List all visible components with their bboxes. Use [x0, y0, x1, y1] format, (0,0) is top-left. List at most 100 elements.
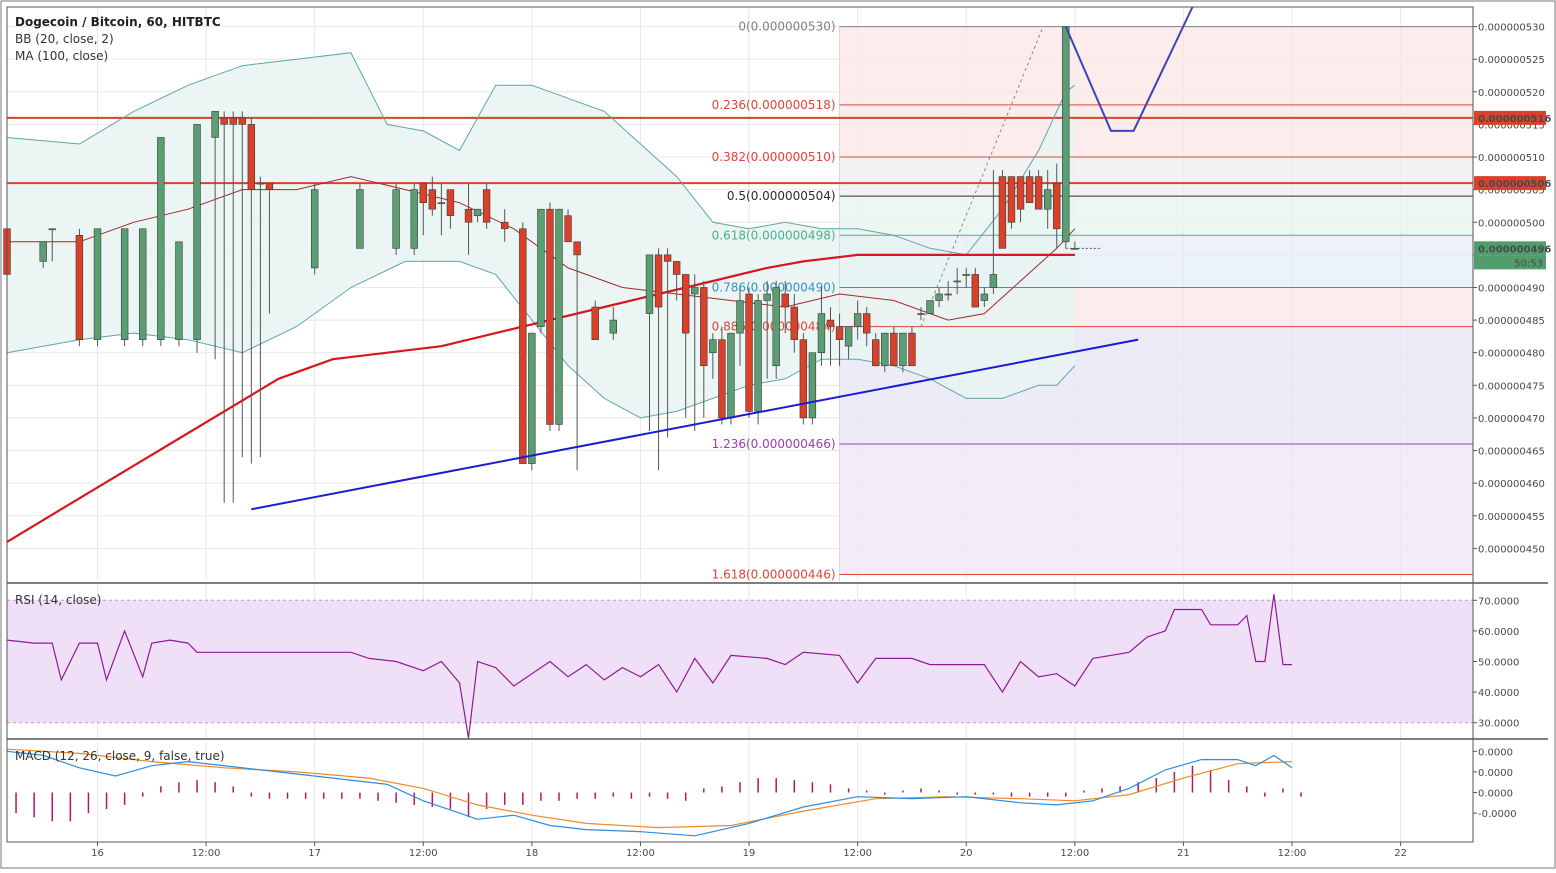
rsi-tick-label: 40.0000 — [1478, 688, 1519, 699]
candle — [835, 313, 844, 366]
candle-body — [935, 293, 943, 301]
price-tick-label: 0.000000475 — [1478, 381, 1545, 392]
price-tick-label: 0.000000480 — [1478, 349, 1545, 360]
fibonacci-level-label: 1.236(0.000000466) — [712, 437, 836, 451]
candle — [844, 326, 853, 360]
candle — [39, 241, 47, 268]
candle — [564, 209, 572, 243]
chart-title: Dogecoin / Bitcoin, 60, HITBTC — [15, 15, 221, 29]
candle — [881, 332, 889, 373]
candle-body — [120, 228, 129, 340]
candle — [573, 241, 581, 471]
candle-body — [799, 339, 808, 419]
candle — [501, 209, 509, 242]
price-highlight-label: 0.000000516 — [1478, 114, 1551, 125]
candle — [93, 228, 102, 347]
candle-body — [817, 313, 826, 354]
rsi-panel — [6, 594, 1473, 739]
macd-tick-label: 0.0000 — [1478, 789, 1513, 800]
candle — [75, 228, 84, 347]
candles — [3, 26, 1079, 503]
candle-body — [501, 221, 509, 230]
fibonacci-level-label: 0.5(0.000000504) — [727, 189, 836, 203]
candle-body — [591, 306, 599, 340]
candle-body — [555, 208, 563, 425]
candle-body — [989, 274, 998, 288]
candle-body — [1062, 26, 1070, 243]
candle-body — [446, 189, 455, 217]
time-tick-label: 17 — [308, 848, 321, 859]
candle — [808, 352, 817, 425]
candle — [238, 111, 246, 458]
candle-body — [672, 261, 681, 275]
candle — [935, 287, 943, 308]
candle — [872, 333, 880, 367]
fibonacci-zone — [839, 157, 1473, 197]
candle — [727, 332, 735, 425]
candle-body — [573, 241, 581, 256]
candle-body — [872, 339, 880, 367]
candle-body — [781, 293, 789, 308]
macd-tick-label: 0.0000 — [1478, 768, 1513, 779]
candle — [908, 326, 916, 367]
price-highlight-badge — [1474, 110, 1546, 125]
time-tick-label: 21 — [1177, 848, 1190, 859]
candle-body — [826, 319, 835, 327]
fibonacci-zone — [839, 444, 1473, 575]
candle — [546, 202, 554, 431]
candle-body — [808, 352, 817, 419]
bb-legend: BB (20, close, 2) — [15, 32, 114, 46]
candle-body — [998, 176, 1007, 249]
candle-body — [139, 228, 147, 340]
countdown-label: 50:53 — [1514, 258, 1543, 269]
candle — [175, 241, 183, 347]
fibonacci-zone — [839, 26, 1473, 105]
fibonacci-zone — [839, 196, 1473, 236]
rsi-band — [7, 600, 1473, 723]
candle — [672, 261, 681, 301]
support-trendline[interactable] — [251, 338, 1139, 511]
fibonacci-level-label: 0.382(0.000000510) — [712, 150, 836, 164]
time-tick-label: 18 — [525, 848, 538, 859]
time-tick-label: 12:00 — [1060, 848, 1089, 859]
candle — [917, 307, 925, 321]
price-tick-label: 0.000000525 — [1478, 55, 1545, 66]
rsi-tick-label: 50.0000 — [1478, 658, 1519, 669]
candle-body — [700, 287, 708, 367]
time-tick-label: 12:00 — [192, 848, 221, 859]
candle — [980, 287, 989, 308]
candle-body — [691, 287, 699, 295]
candle-body — [229, 117, 237, 125]
time-tick-label: 16 — [91, 848, 104, 859]
candle-body — [247, 124, 256, 190]
candle-body — [1016, 176, 1025, 210]
candle-body — [265, 182, 274, 190]
time-tick-label: 12:00 — [409, 848, 438, 859]
candle — [591, 300, 599, 340]
fibonacci-level-label: 0.236(0.000000518) — [712, 98, 836, 112]
candle-body — [528, 332, 536, 464]
rsi-tick-label: 70.0000 — [1478, 596, 1519, 607]
candle-body — [410, 189, 418, 249]
macd-panel — [6, 748, 1302, 837]
macd-signal-line — [6, 748, 1293, 829]
candle — [519, 222, 527, 464]
candle — [998, 170, 1007, 249]
time-tick-label: 12:00 — [1278, 848, 1307, 859]
candle — [682, 274, 690, 418]
time-tick-label: 12:00 — [626, 848, 655, 859]
forecast-path[interactable] — [1064, 6, 1194, 132]
candle — [220, 111, 228, 503]
price-tick-label: 0.000000530 — [1478, 23, 1545, 34]
candle-body — [1053, 182, 1061, 230]
candle — [772, 280, 780, 379]
candle-body — [75, 234, 84, 340]
candle-body — [745, 293, 753, 412]
time-tick-label: 22 — [1394, 848, 1407, 859]
candle-body — [1025, 176, 1034, 203]
candle-body — [238, 117, 246, 125]
candle-body — [356, 189, 364, 249]
